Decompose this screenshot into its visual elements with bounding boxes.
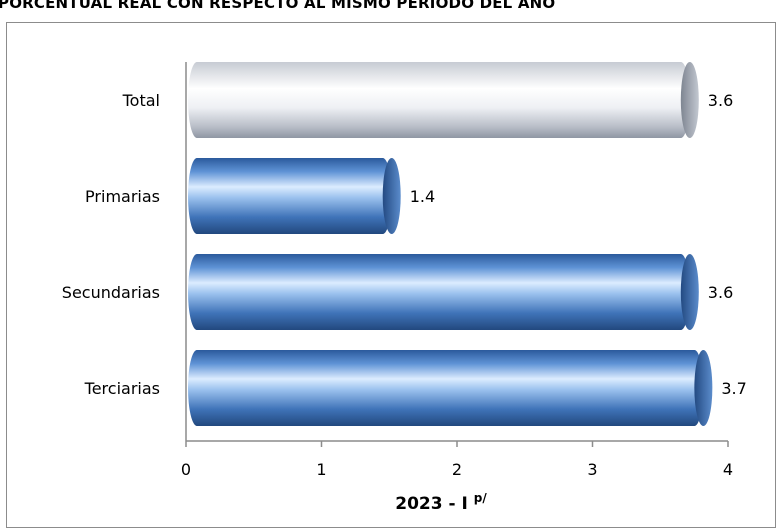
chart-title: PORCENTUAL REAL CON RESPECTO AL MISMO PE…	[0, 0, 784, 20]
category-label: Primarias	[85, 187, 160, 206]
bar-primarias	[188, 158, 392, 234]
category-label: Terciarias	[84, 379, 160, 398]
value-label: 1.4	[410, 187, 435, 206]
bar-total	[188, 62, 690, 138]
chart-title-text: PORCENTUAL REAL CON RESPECTO AL MISMO PE…	[0, 0, 556, 12]
bars	[188, 62, 713, 426]
value-label: 3.7	[721, 379, 746, 398]
category-label: Total	[122, 91, 160, 110]
x-tick-label: 1	[316, 460, 326, 479]
bar-end-cap	[680, 254, 699, 330]
x-tick-label: 3	[587, 460, 597, 479]
bar-end-cap	[680, 62, 699, 138]
x-tick-label: 4	[723, 460, 733, 479]
value-label: 3.6	[708, 91, 733, 110]
bar-end-cap	[694, 350, 713, 426]
x-tick-label: 0	[181, 460, 191, 479]
bar-end-cap	[382, 158, 401, 234]
bar-terciarias	[188, 350, 704, 426]
bar-secundarias	[188, 254, 690, 330]
category-label: Secundarias	[62, 283, 160, 302]
x-axis-label-superscript: p/	[474, 491, 488, 505]
x-axis-label: 2023 - I p/	[395, 491, 487, 514]
value-label: 3.6	[708, 283, 733, 302]
labels: Total 3.6 Primarias 1.4 Secundarias 3.6 Tercia…	[62, 91, 747, 398]
x-tick-label: 2	[452, 460, 462, 479]
x-axis-label-text: 2023 - I	[395, 494, 468, 514]
x-ticks: 0 1 2 3 4	[181, 441, 733, 479]
